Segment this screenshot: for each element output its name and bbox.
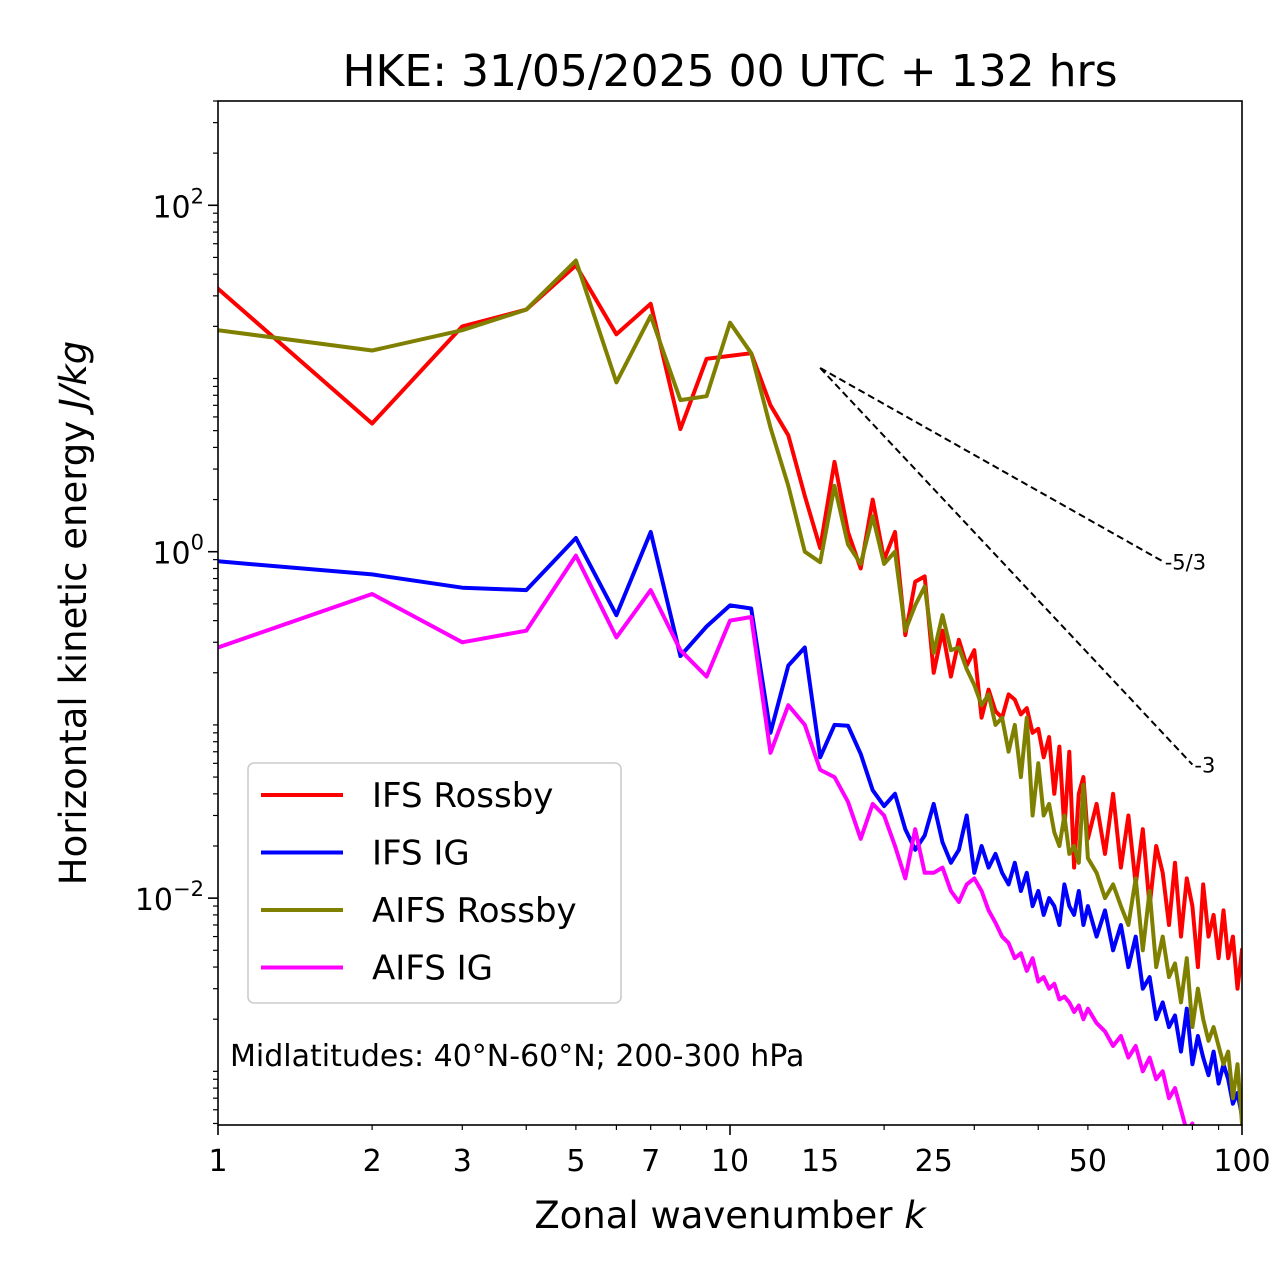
legend-label-ifs-ig: IFS IG [372, 834, 470, 874]
x-tick-label-50: 50 [1069, 1144, 1107, 1179]
reference-line-slope-3 [819, 367, 1194, 766]
y-axis-label: Horizontal kinetic energy J/kg [52, 341, 95, 885]
legend: IFS Rossby IFS IG AIFS Rossby AIFS IG [247, 762, 622, 1004]
x-tick-label-10: 10 [711, 1144, 749, 1179]
series-line-aifs-ig [218, 553, 1195, 1125]
x-tick-label-15: 15 [801, 1144, 839, 1179]
series-line-ifs-rossby [218, 263, 1242, 991]
series-line-ifs-ig [218, 530, 1242, 1119]
y-tick-label-10e0: 100 [152, 531, 204, 572]
x-axis: 1 2 3 5 7 10 15 25 50 100 [208, 1125, 1271, 1179]
y-tick-label-10e-2: 10−2 [135, 877, 204, 918]
x-tick-label-2: 2 [363, 1144, 382, 1179]
y-axis-label-text: Horizontal kinetic energy [52, 421, 95, 885]
x-axis-label-text: Zonal wavenumber [534, 1194, 893, 1237]
y-axis-label-unit: J/kg [52, 341, 95, 416]
region-annotation: Midlatitudes: 40°N-60°N; 200-300 hPa [230, 1039, 804, 1074]
series-line-aifs-rossby [218, 258, 1242, 1125]
x-tick-label-100: 100 [1213, 1144, 1270, 1179]
reference-line-slope-5-3 [819, 367, 1164, 563]
legend-label-aifs-rossby: AIFS Rossby [372, 891, 577, 931]
x-tick-label-25: 25 [915, 1144, 953, 1179]
y-tick-label-10e2: 102 [152, 184, 204, 225]
x-tick-label-7: 7 [641, 1144, 660, 1179]
legend-box [247, 762, 622, 1004]
reference-label-slope-3: -3 [1194, 754, 1215, 778]
reference-label-slope-5-3: -5/3 [1165, 550, 1206, 574]
plot-area [217, 100, 1243, 1126]
y-axis: 102 100 10−2 [135, 100, 218, 1125]
x-axis-label: Zonal wavenumber k [534, 1194, 927, 1237]
legend-label-ifs-rossby: IFS Rossby [372, 776, 553, 816]
x-tick-label-5: 5 [566, 1144, 585, 1179]
x-tick-label-1: 1 [208, 1144, 227, 1179]
x-axis-label-var: k [904, 1194, 927, 1237]
legend-label-aifs-ig: AIFS IG [372, 949, 493, 989]
x-tick-label-3: 3 [453, 1144, 472, 1179]
chart-title: HKE: 31/05/2025 00 UTC + 132 hrs [342, 46, 1117, 97]
